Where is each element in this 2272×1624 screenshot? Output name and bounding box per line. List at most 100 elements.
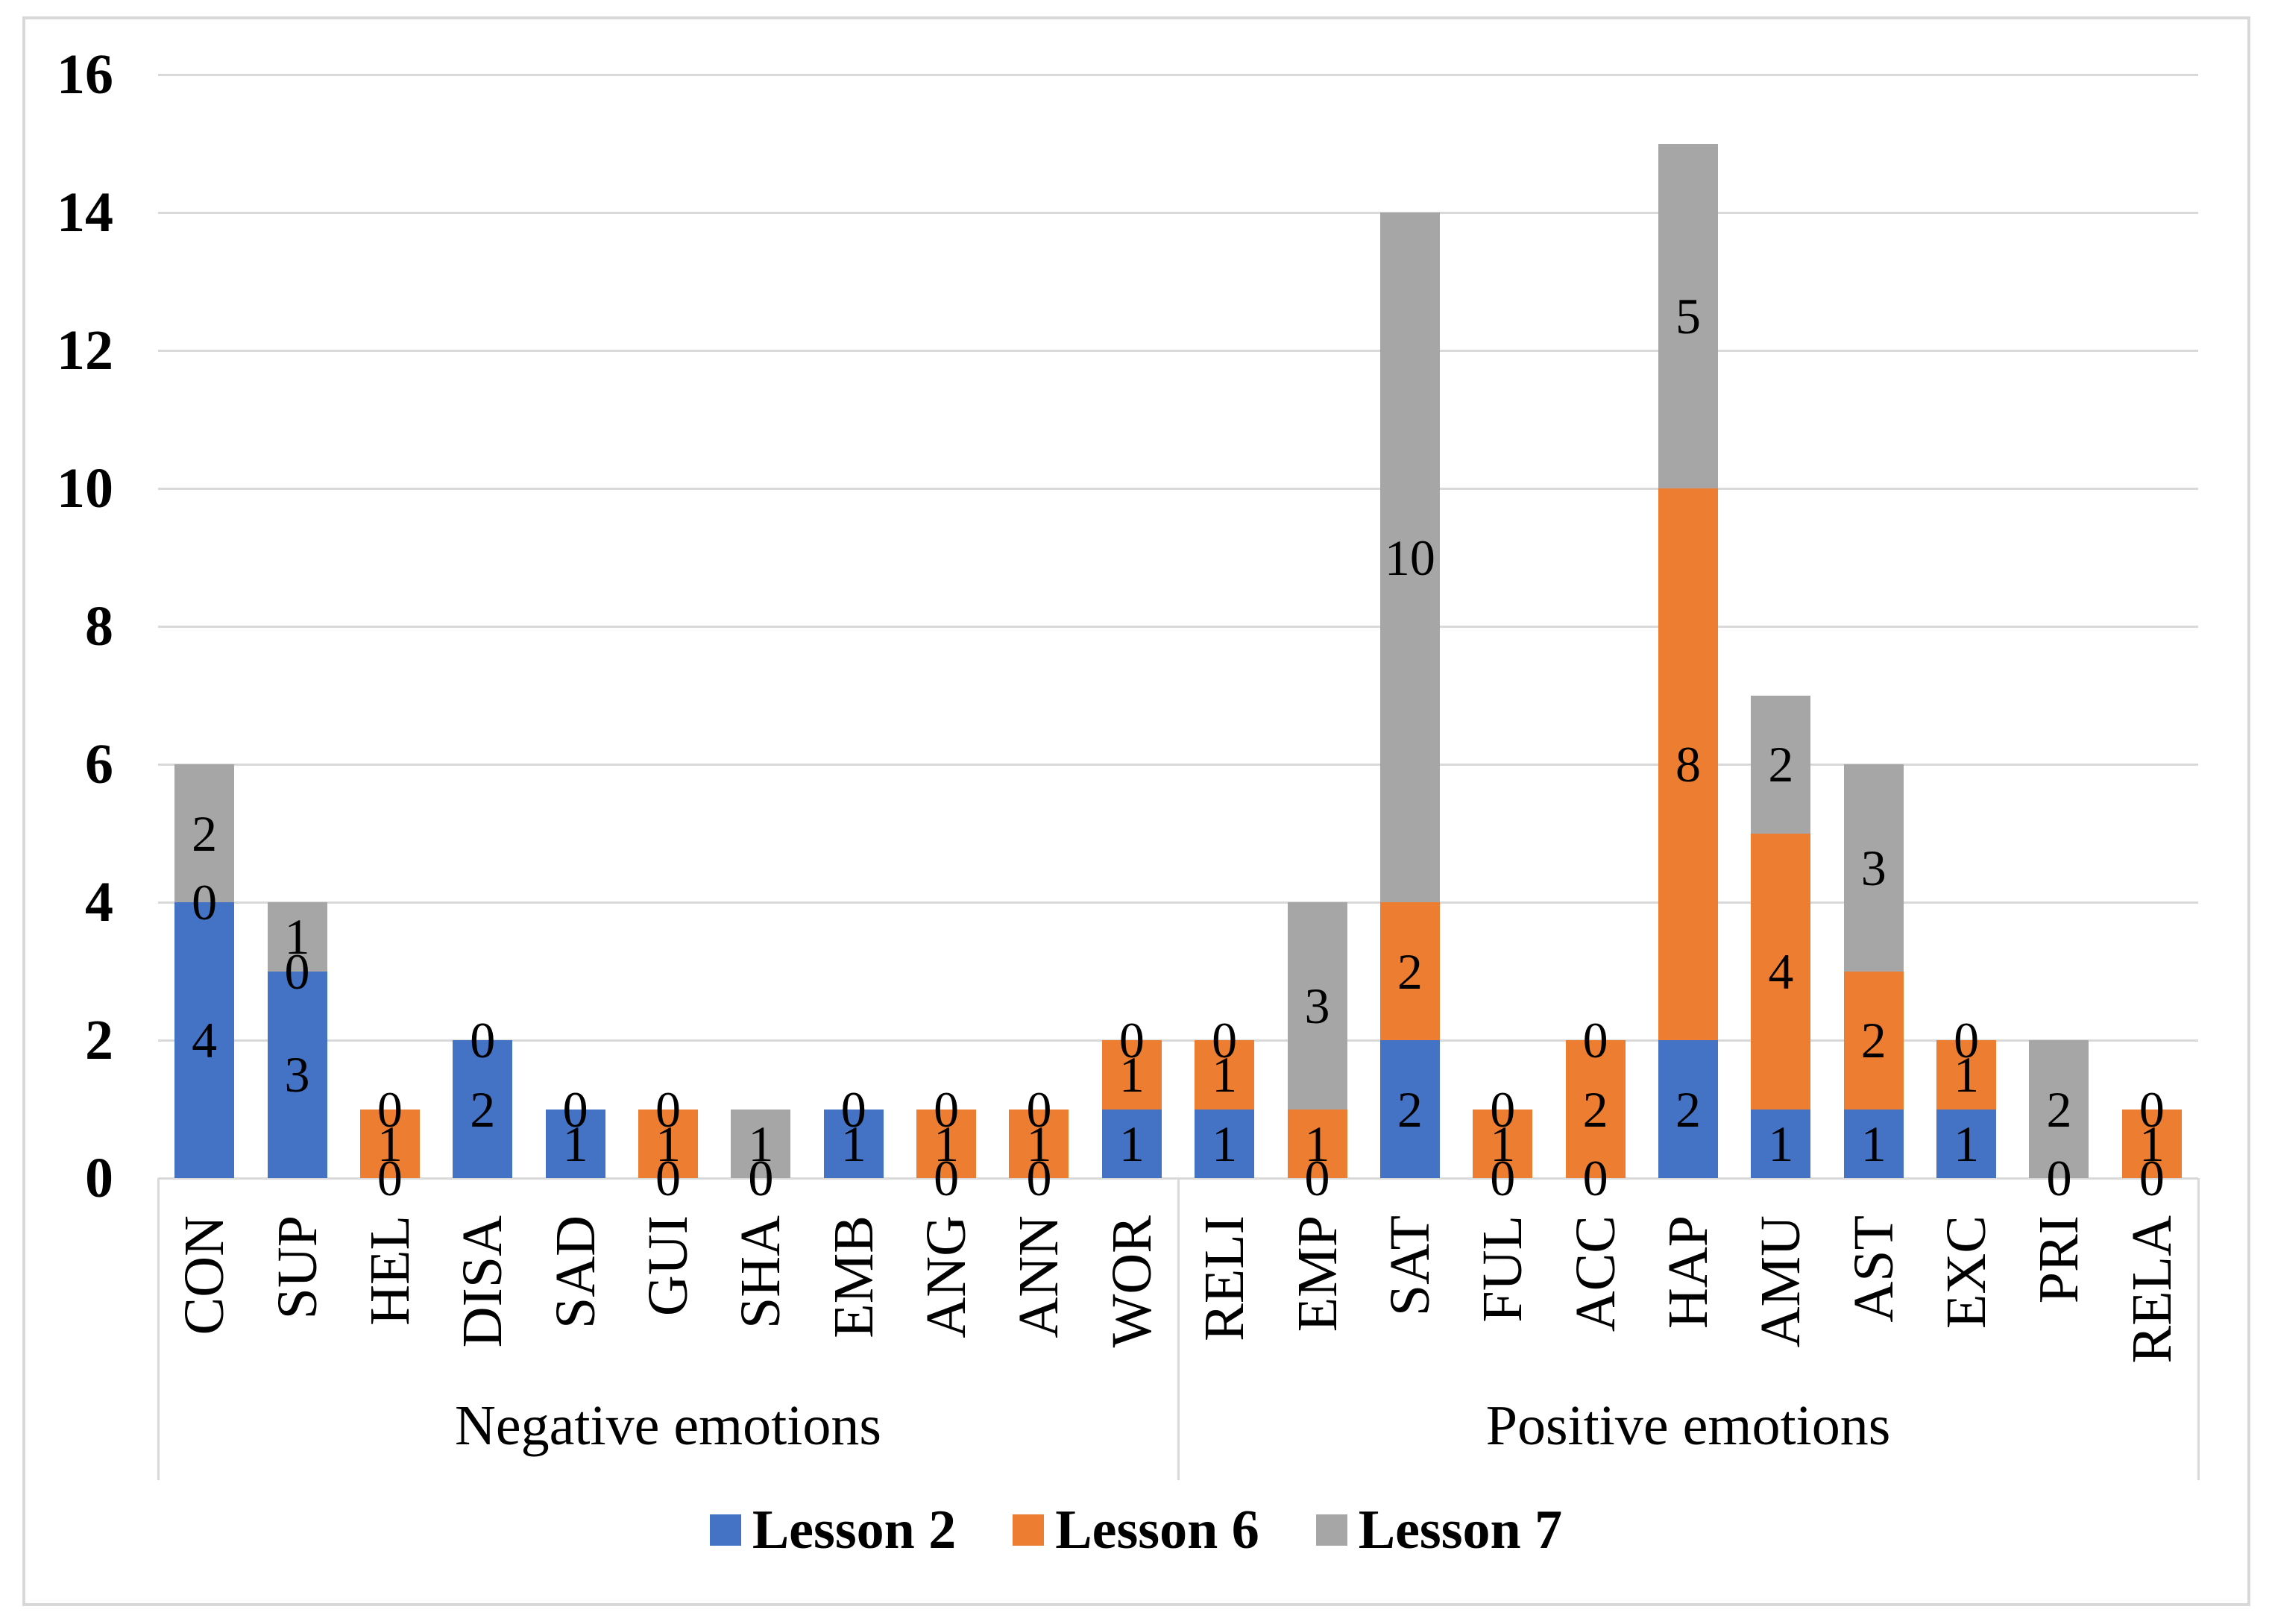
gridline (158, 625, 2198, 628)
bar-segment-lesson-2-reli (1195, 1109, 1255, 1178)
bar-segment-lesson-2-sat (1379, 1040, 1440, 1178)
data-label-lesson-6-hap: 8 (1675, 736, 1701, 793)
bar-segment-lesson-7-ast (1843, 764, 1904, 972)
data-label-lesson-7-ast: 3 (1860, 839, 1886, 896)
data-label-lesson-2-sad: 1 (562, 1115, 588, 1172)
bar-segment-lesson-7-amu (1751, 695, 1811, 834)
data-label-lesson-6-sha: 0 (748, 1150, 774, 1206)
data-label-lesson-7-sha: 1 (748, 1115, 774, 1172)
bar-segment-lesson-2-disa (453, 1040, 513, 1178)
data-label-lesson-7-gui: 0 (655, 1080, 681, 1138)
bar-segment-lesson-2-emb (823, 1109, 884, 1178)
data-label-lesson-7-acc: 0 (1582, 1012, 1608, 1068)
data-label-lesson-2-exc: 1 (1954, 1115, 1980, 1172)
data-label-lesson-7-pri: 2 (2046, 1080, 2072, 1138)
data-label-lesson-2-emp: 0 (1304, 1150, 1330, 1206)
y-axis-tick-label: 8 (85, 595, 113, 658)
gridline (158, 211, 2198, 214)
data-label-lesson-6-ful: 1 (1490, 1115, 1516, 1172)
data-label-lesson-2-sat: 2 (1397, 1080, 1423, 1138)
data-label-lesson-7-rela: 0 (2139, 1080, 2165, 1138)
y-axis-tick-label: 14 (57, 181, 113, 244)
data-label-lesson-2-sup: 3 (284, 1046, 310, 1104)
bar-segment-lesson-6-ful (1473, 1109, 1533, 1178)
bar-segment-lesson-6-acc (1565, 1040, 1626, 1178)
bar-segment-lesson-6-sat (1379, 902, 1440, 1040)
data-label-lesson-6-disa: 0 (470, 1012, 496, 1068)
bar-segment-lesson-6-amu (1751, 833, 1811, 1110)
y-axis-tick-label: 6 (85, 733, 113, 796)
data-label-lesson-7-hap: 5 (1675, 287, 1701, 344)
data-label-lesson-2-rela: 0 (2139, 1150, 2165, 1206)
y-axis-tick-label: 16 (57, 43, 113, 106)
bar-segment-lesson-7-emp (1287, 902, 1347, 1110)
legend-swatch-lesson-6 (1013, 1514, 1045, 1546)
bar-segment-lesson-6-gui (638, 1109, 698, 1178)
legend-label-lesson-2: Lesson 2 (752, 1499, 957, 1561)
data-label-lesson-6-acc: 2 (1582, 1080, 1608, 1138)
data-label-lesson-2-disa: 2 (470, 1080, 496, 1138)
bar-segment-lesson-6-reli (1195, 1040, 1255, 1110)
data-label-lesson-7-emb: 0 (840, 1080, 866, 1138)
bar-segment-lesson-6-ann (1009, 1109, 1069, 1178)
data-label-lesson-7-hel: 0 (377, 1080, 403, 1138)
y-axis-tick-label: 10 (57, 457, 113, 520)
data-label-lesson-2-emb: 1 (840, 1115, 866, 1172)
data-label-lesson-2-pri: 0 (2046, 1150, 2072, 1206)
bar-segment-lesson-2-hap (1658, 1040, 1718, 1178)
group-label-positive-emotions: Positive emotions (1485, 1394, 1891, 1457)
category-group-separator (2197, 1178, 2200, 1480)
y-axis-tick-label: 0 (85, 1147, 113, 1209)
data-label-lesson-6-con: 0 (192, 874, 218, 931)
bar-segment-lesson-6-exc (1936, 1040, 1997, 1110)
bar-segment-lesson-6-wor (1101, 1040, 1162, 1110)
data-label-lesson-7-emp: 3 (1304, 977, 1330, 1034)
gridline (158, 73, 2198, 76)
y-axis-tick-label: 12 (57, 319, 113, 382)
data-label-lesson-7-sad: 0 (562, 1080, 588, 1138)
data-label-lesson-7-ful: 0 (1490, 1080, 1516, 1138)
data-label-lesson-6-amu: 4 (1768, 942, 1794, 1000)
data-label-lesson-6-sad: 0 (562, 1080, 588, 1138)
data-label-lesson-2-con: 4 (192, 1012, 218, 1068)
data-label-lesson-2-gui: 0 (655, 1150, 681, 1206)
bar-segment-lesson-7-sat (1379, 213, 1440, 902)
bar-segment-lesson-2-exc (1936, 1109, 1997, 1178)
y-axis-tick-label: 4 (85, 871, 113, 934)
data-label-lesson-2-ang: 0 (934, 1150, 960, 1206)
gridline (158, 349, 2198, 352)
data-label-lesson-6-exc: 1 (1954, 1046, 1980, 1104)
data-label-lesson-6-rela: 1 (2139, 1115, 2165, 1172)
data-label-lesson-7-sup: 1 (284, 908, 310, 966)
data-label-lesson-2-sha: 0 (748, 1150, 774, 1206)
data-label-lesson-7-amu: 2 (1768, 736, 1794, 793)
bar-segment-lesson-6-hap (1658, 488, 1718, 1040)
data-label-lesson-7-sat: 10 (1384, 529, 1435, 586)
y-axis-tick-label: 2 (85, 1009, 113, 1071)
legend-label-lesson-7: Lesson 7 (1358, 1499, 1563, 1561)
data-label-lesson-7-ann: 0 (1026, 1080, 1052, 1138)
data-label-lesson-6-ast: 2 (1860, 1012, 1886, 1068)
bar-segment-lesson-2-sad (545, 1109, 605, 1178)
data-label-lesson-7-ang: 0 (934, 1080, 960, 1138)
bar-segment-lesson-2-con (174, 902, 235, 1178)
data-label-lesson-7-con: 2 (192, 805, 218, 862)
data-label-lesson-6-wor: 1 (1118, 1046, 1145, 1104)
data-label-lesson-7-wor: 0 (1118, 1012, 1145, 1068)
bar-segment-lesson-6-rela (2121, 1109, 2182, 1178)
bar-segment-lesson-2-ast (1843, 1109, 1904, 1178)
data-label-lesson-7-exc: 0 (1954, 1012, 1980, 1068)
data-label-lesson-6-emb: 0 (840, 1080, 866, 1138)
data-label-lesson-6-gui: 1 (655, 1115, 681, 1172)
data-label-lesson-2-hap: 2 (1675, 1080, 1701, 1138)
bar-segment-lesson-6-hel (359, 1109, 420, 1178)
bar-segment-lesson-6-ang (916, 1109, 977, 1178)
bar-segment-lesson-2-sup (267, 971, 327, 1178)
data-label-lesson-6-reli: 1 (1212, 1046, 1238, 1104)
legend-item-lesson-2: Lesson 2 (709, 1499, 957, 1561)
gridline (158, 901, 2198, 904)
legend-item-lesson-6: Lesson 6 (1013, 1500, 1259, 1560)
legend-item-lesson-7: Lesson 7 (1315, 1499, 1563, 1561)
bar-segment-lesson-7-hap (1658, 143, 1718, 488)
